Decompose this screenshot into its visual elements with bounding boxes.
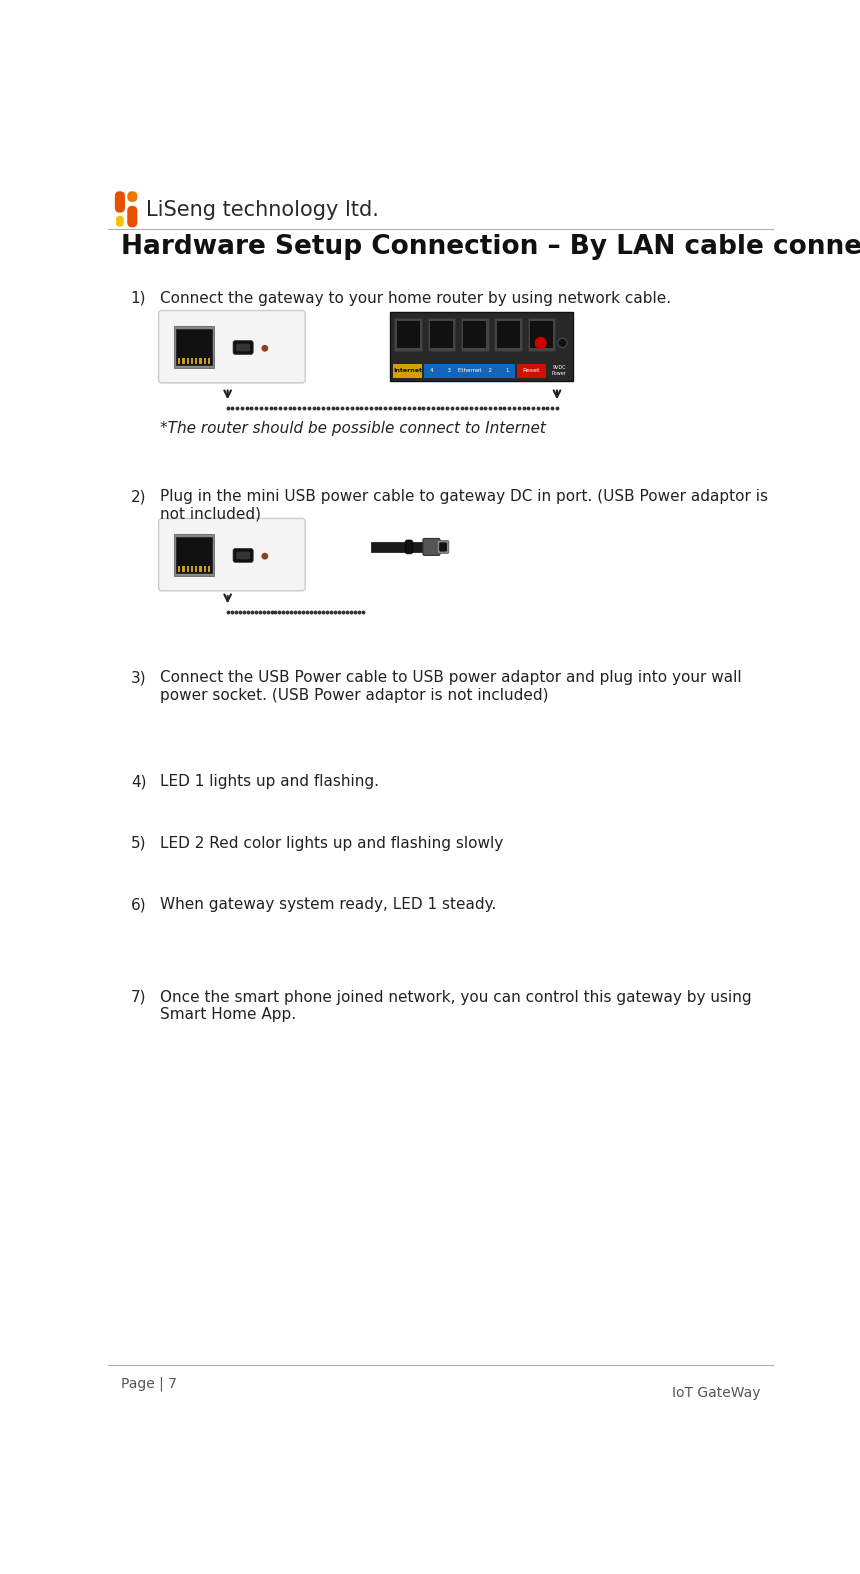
- Bar: [195, 567, 198, 573]
- Bar: [176, 329, 212, 365]
- Bar: [208, 567, 210, 573]
- Bar: [371, 543, 425, 551]
- Bar: [200, 567, 201, 573]
- Text: When gateway system ready, LED 1 steady.: When gateway system ready, LED 1 steady.: [160, 897, 496, 913]
- Text: *The router should be possible connect to Internet: *The router should be possible connect t…: [160, 422, 546, 436]
- Text: Connect the USB Power cable to USB power adaptor and plug into your wall
power s: Connect the USB Power cable to USB power…: [160, 671, 742, 702]
- Text: 7): 7): [131, 990, 146, 1004]
- Bar: [204, 359, 206, 365]
- Bar: [527, 318, 556, 351]
- FancyBboxPatch shape: [233, 340, 253, 354]
- Bar: [494, 318, 522, 351]
- Bar: [208, 359, 210, 365]
- Bar: [178, 359, 181, 365]
- Bar: [430, 321, 453, 348]
- Text: 9VDC
Power: 9VDC Power: [552, 365, 567, 376]
- Bar: [464, 321, 487, 348]
- Text: 4): 4): [131, 774, 146, 789]
- Bar: [204, 567, 206, 573]
- Text: 4        3    Ethernet    2        1: 4 3 Ethernet 2 1: [430, 368, 509, 373]
- Text: 3): 3): [131, 671, 146, 685]
- Bar: [530, 321, 553, 348]
- Circle shape: [535, 337, 546, 348]
- Circle shape: [262, 346, 267, 351]
- Text: LiSeng technology ltd.: LiSeng technology ltd.: [146, 200, 379, 220]
- Bar: [396, 321, 420, 348]
- Circle shape: [262, 554, 267, 559]
- FancyBboxPatch shape: [158, 310, 305, 382]
- Text: 6): 6): [131, 897, 146, 913]
- Text: Connect the gateway to your home router by using network cable.: Connect the gateway to your home router …: [160, 291, 672, 305]
- Text: IoT GateWay: IoT GateWay: [672, 1387, 760, 1401]
- FancyBboxPatch shape: [439, 543, 447, 551]
- Bar: [174, 534, 214, 576]
- Bar: [393, 364, 422, 378]
- Bar: [182, 567, 185, 573]
- Bar: [191, 567, 194, 573]
- Bar: [496, 321, 519, 348]
- Text: LED 2 Red color lights up and flashing slowly: LED 2 Red color lights up and flashing s…: [160, 836, 503, 850]
- Bar: [174, 326, 214, 368]
- Text: 5): 5): [131, 836, 146, 850]
- FancyBboxPatch shape: [237, 343, 250, 351]
- Bar: [178, 567, 181, 573]
- Bar: [187, 567, 189, 573]
- Text: Once the smart phone joined network, you can control this gateway by using
Smart: Once the smart phone joined network, you…: [160, 990, 752, 1022]
- Bar: [390, 312, 573, 381]
- Bar: [182, 359, 185, 365]
- FancyBboxPatch shape: [437, 540, 449, 554]
- FancyBboxPatch shape: [127, 206, 138, 227]
- Bar: [461, 318, 488, 351]
- FancyBboxPatch shape: [237, 551, 250, 559]
- FancyBboxPatch shape: [158, 518, 305, 590]
- Bar: [427, 318, 456, 351]
- Text: LED 1 lights up and flashing.: LED 1 lights up and flashing.: [160, 774, 379, 789]
- FancyBboxPatch shape: [116, 216, 124, 227]
- FancyBboxPatch shape: [423, 538, 440, 556]
- Circle shape: [558, 338, 567, 348]
- Bar: [176, 537, 212, 573]
- Bar: [424, 364, 515, 378]
- Bar: [200, 359, 201, 365]
- Text: Reset: Reset: [523, 368, 540, 373]
- Bar: [187, 359, 189, 365]
- FancyBboxPatch shape: [115, 190, 125, 212]
- Text: 2): 2): [131, 490, 146, 504]
- FancyBboxPatch shape: [405, 540, 413, 554]
- Bar: [195, 359, 198, 365]
- Bar: [394, 318, 422, 351]
- FancyBboxPatch shape: [127, 190, 138, 201]
- Bar: [517, 364, 546, 378]
- FancyBboxPatch shape: [233, 548, 253, 562]
- Text: Internet: Internet: [393, 368, 422, 373]
- Bar: [191, 359, 194, 365]
- Text: Page | 7: Page | 7: [121, 1376, 177, 1391]
- Text: Plug in the mini USB power cable to gateway DC in port. (USB Power adaptor is
no: Plug in the mini USB power cable to gate…: [160, 490, 768, 521]
- Text: Hardware Setup Connection – By LAN cable connection: Hardware Setup Connection – By LAN cable…: [121, 233, 860, 260]
- Text: 1): 1): [131, 291, 146, 305]
